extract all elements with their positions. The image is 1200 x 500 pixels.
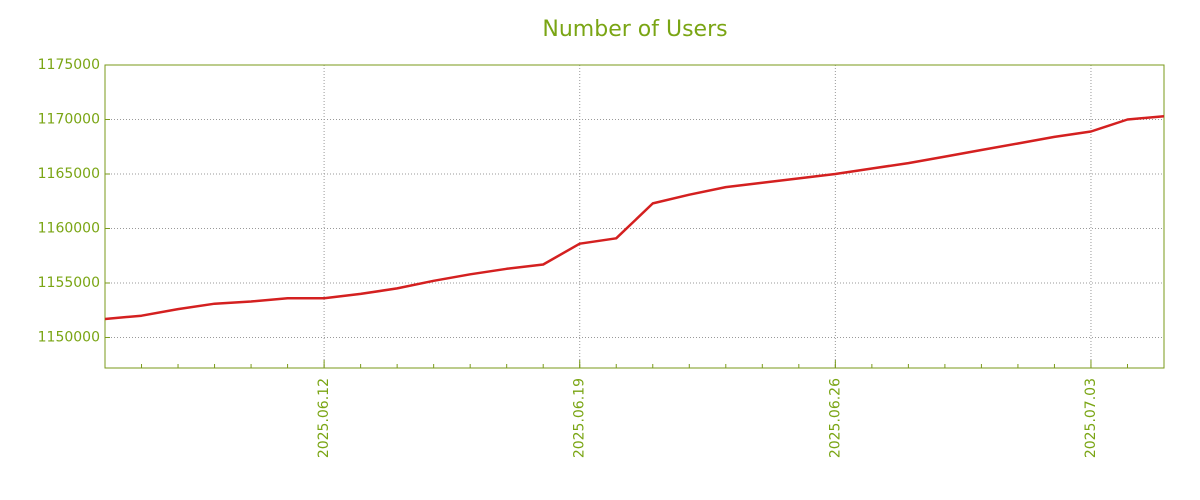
y-tick-label: 1155000 <box>38 275 100 291</box>
plot-frame <box>104 64 1165 369</box>
y-tick-label: 1165000 <box>38 166 100 182</box>
y-tick-label: 1150000 <box>38 329 100 345</box>
x-tick-label: 2025.06.19 <box>572 378 588 458</box>
y-tick-label: 1175000 <box>38 57 100 73</box>
y-tick-label: 1170000 <box>38 111 100 127</box>
x-tick-label: 2025.06.12 <box>316 378 332 458</box>
line <box>104 114 1165 321</box>
x-tick-label: 2025.07.03 <box>1083 378 1099 458</box>
y-tick-label: 1160000 <box>38 220 100 236</box>
x-tick-label: 2025.06.26 <box>827 378 843 458</box>
chart-title: Number of Users <box>542 17 727 42</box>
